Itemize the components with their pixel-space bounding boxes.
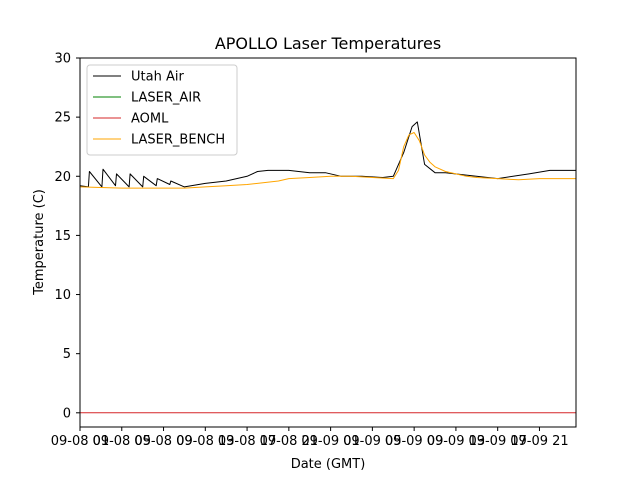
legend-label: LASER_BENCH (131, 133, 225, 148)
y-tick-label: 0 (63, 406, 71, 421)
x-tick-label: 09-08 21 (260, 434, 318, 449)
x-tick-label: 09-09 21 (510, 434, 568, 449)
plot-frame (79, 57, 577, 428)
series-line-utah-air (79, 121, 576, 188)
legend-label: LASER_AIR (131, 91, 201, 106)
x-tick-label: 09-08 05 (93, 434, 151, 449)
x-tick-label: 09-09 05 (343, 434, 401, 449)
x-tick-label: 09-08 09 (134, 434, 192, 449)
chart-title: APOLLO Laser Temperatures (215, 34, 441, 53)
x-tick-label: 09-08 13 (176, 434, 234, 449)
y-tick-label: 5 (63, 347, 71, 362)
legend-box (86, 64, 238, 156)
legend: Utah Air LASER_AIR AOML LASER_BENCH (86, 64, 238, 156)
legend-label: Utah Air (131, 70, 184, 85)
x-axis-label: Date (GMT) (291, 457, 366, 472)
y-tick-label: 30 (54, 52, 71, 67)
x-tick-label: 09-08 01 (51, 434, 109, 449)
y-tick-label: 15 (54, 229, 71, 244)
x-tick-label: 09-09 17 (468, 434, 526, 449)
x-tick-label: 09-09 09 (385, 434, 443, 449)
legend-label: AOML (131, 112, 169, 127)
y-tick-label: 20 (54, 170, 71, 185)
series-line-laser-bench (79, 132, 576, 189)
x-tick-label: 09-09 13 (427, 434, 485, 449)
y-tick-label: 25 (54, 111, 71, 126)
x-tick-label: 09-08 17 (218, 434, 276, 449)
series-layer (79, 121, 576, 414)
x-tick-label: 09-09 01 (301, 434, 359, 449)
y-tick-label: 10 (54, 288, 71, 303)
y-axis-label: Temperature (C) (32, 189, 47, 296)
